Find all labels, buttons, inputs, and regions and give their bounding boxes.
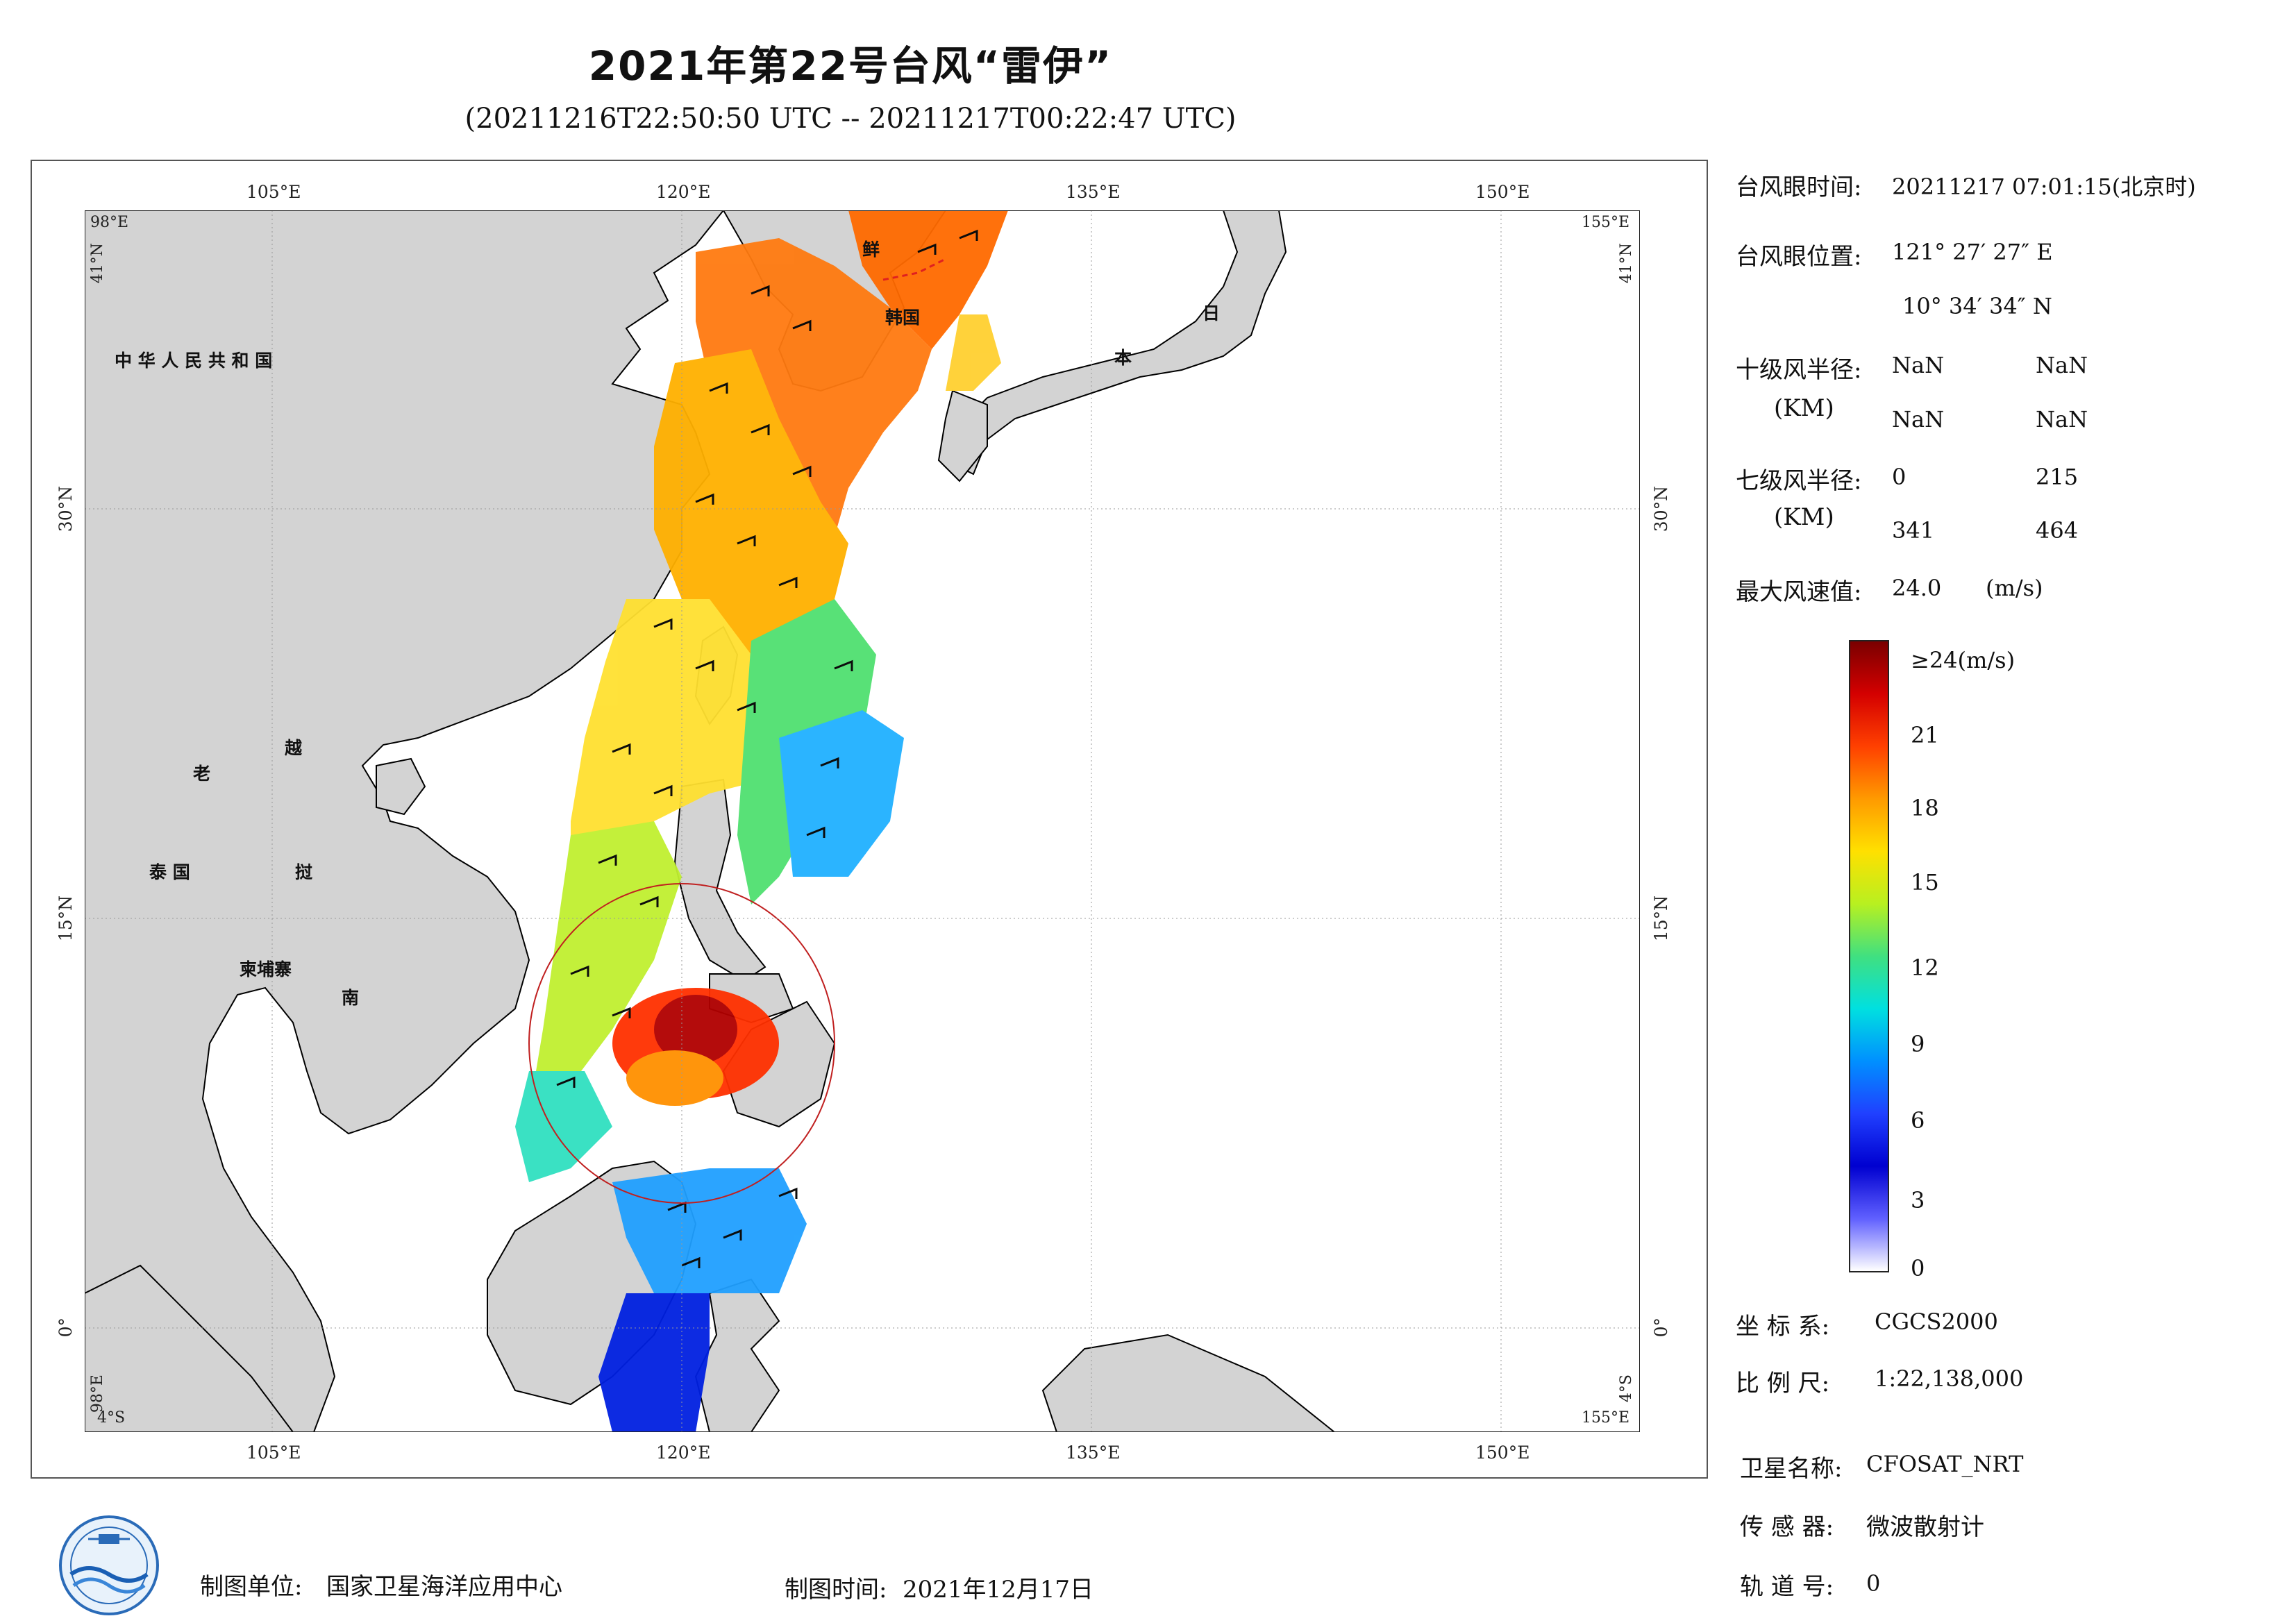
luzon	[673, 778, 766, 982]
nsoas-logo	[59, 1515, 159, 1615]
lat-tick-right-15: 15°N	[1651, 895, 1671, 942]
place-vietnam-2: 南	[342, 988, 360, 1008]
corner-br-lat: 4°S	[1618, 1374, 1635, 1403]
r7-value-3: 341	[1892, 517, 1935, 544]
lon-tick-top-105: 105°E	[246, 182, 301, 202]
colorbar-label-0: 0	[1911, 1255, 1925, 1281]
hainan	[376, 757, 426, 816]
produced-time-label: 制图时间:	[785, 1576, 887, 1604]
vmax-unit: (m/s)	[1986, 575, 2043, 601]
r10-value-4: NaN	[2036, 406, 2088, 432]
place-china: 中 华 人 民 共 和 国	[115, 351, 273, 371]
place-japan-1: 日	[1203, 303, 1221, 323]
eye-pos-label: 台风眼位置:	[1736, 243, 1862, 271]
lat-tick-left-15: 15°N	[56, 895, 76, 942]
wind-swath	[515, 210, 1008, 1432]
colorbar-label-12: 12	[1911, 955, 1939, 981]
corner-tr-lon: 155°E	[1582, 214, 1630, 231]
colorbar-label-3: 3	[1911, 1187, 1925, 1213]
scale-label: 比 例 尺:	[1736, 1370, 1830, 1397]
sensor-label: 传 感 器:	[1740, 1513, 1834, 1541]
lon-tick-bottom-135: 135°E	[1066, 1443, 1121, 1463]
lon-tick-top-150: 150°E	[1475, 182, 1530, 202]
map-subtitle: (20211216T22:50:50 UTC -- 20211217T00:22…	[464, 103, 1237, 135]
lon-tick-bottom-105: 105°E	[246, 1443, 301, 1463]
lat-tick-left-30: 30°N	[56, 486, 76, 532]
corner-br-lon: 155°E	[1582, 1409, 1630, 1427]
colorbar-label-6: 6	[1911, 1107, 1925, 1134]
place-thailand: 泰 国	[149, 862, 190, 882]
colorbar-label-9: 9	[1911, 1031, 1925, 1057]
r10-unit: (KM)	[1774, 394, 1834, 422]
typhoon-wind-map	[85, 210, 1640, 1432]
place-japan-2: 本	[1114, 348, 1132, 368]
coord-label: 坐 标 系:	[1736, 1313, 1830, 1340]
colorbar-label-24: ≥24(m/s)	[1911, 647, 2016, 673]
scale-value: 1:22,138,000	[1875, 1365, 2024, 1392]
satellite-value: CFOSAT_NRT	[1866, 1451, 2024, 1477]
corner-bl-lon: 98°E	[89, 1374, 106, 1413]
satellite-label: 卫星名称:	[1740, 1455, 1843, 1483]
corner-tr-lat: 41°N	[1618, 243, 1635, 284]
r7-label: 七级风半径:	[1736, 467, 1862, 495]
colorbar-label-18: 18	[1911, 795, 1939, 821]
vmax-label: 最大风速值:	[1736, 578, 1862, 606]
wind-speed-colorbar	[1849, 640, 1889, 1272]
lat-tick-right-0: 0°	[1651, 1318, 1671, 1338]
lon-tick-bottom-150: 150°E	[1475, 1443, 1530, 1463]
place-laos: 老	[193, 764, 211, 784]
corner-tl-lon: 98°E	[90, 214, 129, 231]
vmax-value: 24.0	[1892, 575, 1942, 601]
new-guinea	[1041, 1334, 1336, 1432]
orbit-label: 轨 道 号:	[1740, 1573, 1834, 1601]
eye-time-label: 台风眼时间:	[1736, 174, 1862, 201]
sensor-value: 微波散射计	[1866, 1513, 1984, 1541]
coord-value: CGCS2000	[1875, 1309, 1998, 1335]
colorbar-label-21: 21	[1911, 722, 1939, 748]
r10-value-1: NaN	[1892, 352, 1945, 378]
graticule	[85, 210, 1640, 1432]
sumatra	[85, 1264, 294, 1432]
produced-time-value: 2021年12月17日	[903, 1576, 1094, 1604]
lat-tick-right-30: 30°N	[1651, 486, 1671, 532]
r10-value-2: NaN	[2036, 352, 2088, 378]
corner-bl-lat: 4°S	[97, 1409, 126, 1427]
map-frame	[31, 160, 1708, 1479]
wind-barbs	[556, 229, 978, 1268]
producer-value: 国家卫星海洋应用中心	[326, 1573, 562, 1601]
place-vietnam-mid: 挝	[295, 862, 313, 882]
lat-tick-left-0: 0°	[56, 1318, 76, 1338]
eye-time-value: 20211217 07:01:15(北京时)	[1892, 174, 2196, 200]
r10-label: 十级风半径:	[1736, 356, 1862, 384]
map-title: 2021年第22号台风“雷伊”	[588, 42, 1113, 90]
place-cambodia: 柬埔寨	[240, 959, 292, 979]
producer-label: 制图单位:	[200, 1573, 303, 1601]
eye-lat: 10° 34′ 34″ N	[1902, 293, 2052, 319]
lon-tick-bottom-120: 120°E	[656, 1443, 711, 1463]
place-vietnam-1: 越	[285, 738, 303, 758]
place-korea-south: 韩国	[885, 308, 921, 328]
corner-tl-lat: 41°N	[89, 243, 106, 284]
eye-lon: 121° 27′ 27″ E	[1892, 239, 2053, 265]
r7-value-2: 215	[2036, 464, 2079, 490]
r7-value-1: 0	[1892, 464, 1907, 490]
colorbar-label-15: 15	[1911, 869, 1939, 895]
wind-radius-circle	[528, 883, 835, 1204]
lon-tick-top-120: 120°E	[656, 182, 711, 202]
kyushu	[937, 389, 988, 482]
place-korea-north: 鲜	[862, 239, 880, 260]
r10-value-3: NaN	[1892, 406, 1945, 432]
r7-unit: (KM)	[1774, 503, 1834, 531]
r7-value-4: 464	[2036, 517, 2079, 544]
orbit-value: 0	[1866, 1570, 1881, 1597]
korea-border	[882, 258, 946, 281]
lon-tick-top-135: 135°E	[1066, 182, 1121, 202]
